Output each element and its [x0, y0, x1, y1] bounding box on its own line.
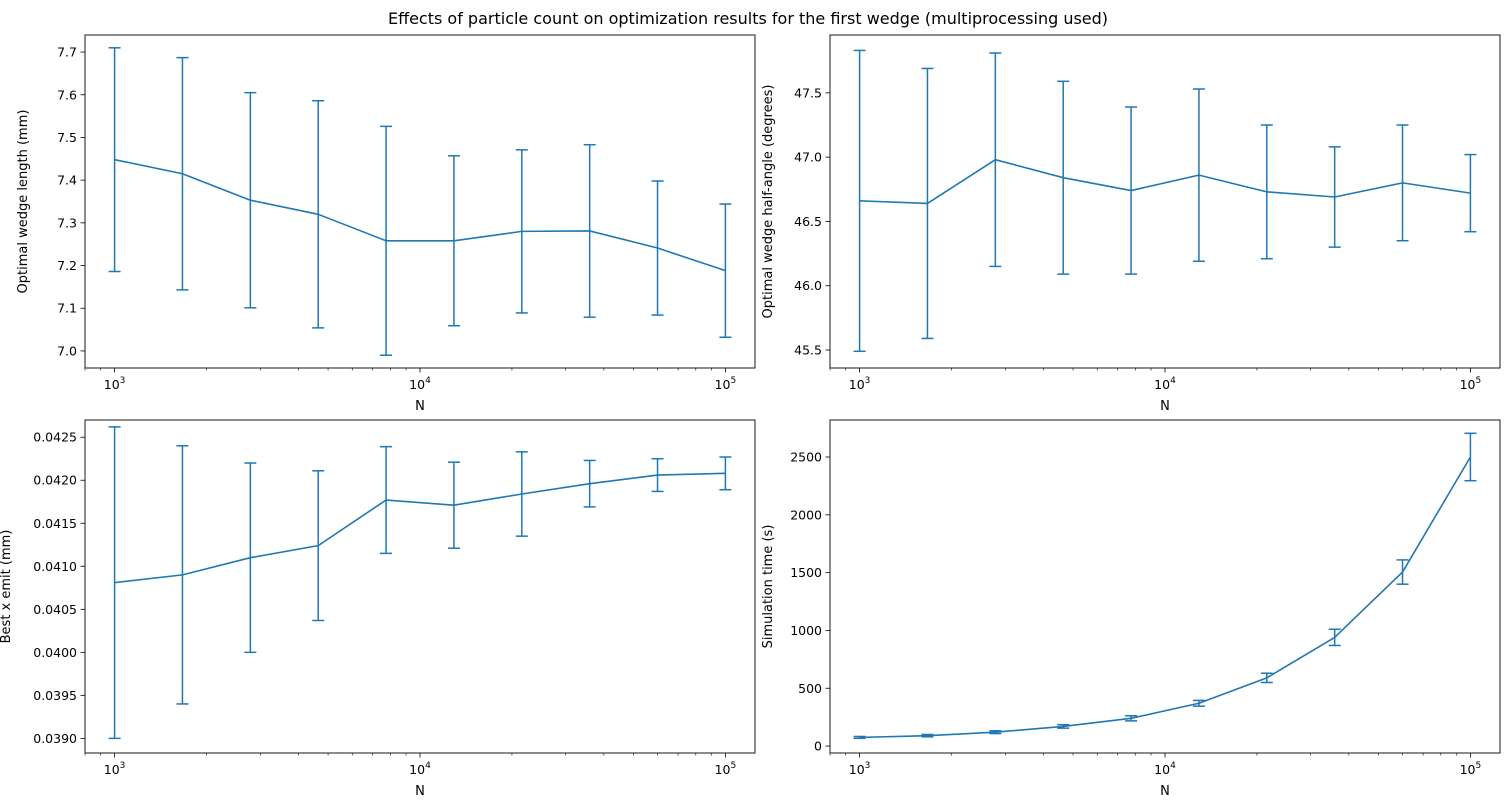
x-tick-label: 105	[1460, 376, 1482, 392]
error-bar	[719, 203, 732, 339]
y-tick-label: 1000	[790, 623, 822, 638]
y-tick-label: 46.5	[794, 214, 822, 229]
y-tick-label: 0.0410	[33, 559, 77, 574]
y-tick-label: 47.0	[794, 150, 822, 165]
error-bar	[853, 49, 866, 353]
y-tick-label: 7.6	[57, 87, 77, 102]
series-line	[859, 456, 1472, 739]
axes-frame	[84, 34, 756, 369]
y-tick-label: 7.5	[57, 130, 77, 145]
y-tick-label: 0.0415	[33, 516, 77, 531]
y-tick-label: 1500	[790, 565, 822, 580]
x-tick-label: 103	[849, 761, 871, 777]
error-bar	[1464, 153, 1477, 233]
x-tick-label: 104	[1154, 376, 1176, 392]
series-line	[859, 158, 1471, 205]
error-bar	[1464, 432, 1477, 482]
subplot-4: 103 104 105 0 500 1000 1500 2000 2500 N Simulation…	[761, 419, 1501, 799]
y-tick-label: 0.0425	[33, 430, 77, 445]
x-tick-label: 103	[849, 376, 871, 392]
y-tick-label: 7.2	[57, 258, 77, 273]
x-axis-label: N	[415, 399, 425, 414]
y-tick-label: 0.0420	[33, 473, 77, 488]
x-tick-label: 104	[409, 761, 431, 777]
series-line	[114, 158, 726, 272]
error-bar	[719, 456, 732, 491]
x-tick-label: 105	[715, 376, 737, 392]
x-axis-label: N	[1160, 399, 1170, 414]
subplot-3: 103 104 105 0.0390 0.0395 0.0400 0.0405 0.0410 0…	[0, 419, 756, 799]
y-axis-label: Optimal wedge half-angle (degrees)	[761, 85, 776, 319]
y-tick-label: 2000	[790, 507, 822, 522]
subplot-2: 103 104 105 45.5 46.0 46.5 47.0 47.5 N Optimal we…	[761, 34, 1501, 414]
x-tick-label: 103	[104, 761, 126, 777]
error-bar	[108, 426, 121, 740]
y-tick-label: 7.4	[57, 173, 77, 188]
y-tick-label: 47.5	[794, 85, 822, 100]
y-tick-label: 0.0400	[33, 645, 77, 660]
x-axis-label: N	[415, 784, 425, 799]
subplot-1: 103 104 105 7.0 7.1 7.2 7.3 7.4 7.5 7.6 7.7 N Optima…	[16, 34, 756, 414]
x-tick-label: 104	[409, 376, 431, 392]
y-tick-label: 2500	[790, 450, 822, 465]
y-tick-label: 0.0405	[33, 602, 77, 617]
y-tick-label: 46.0	[794, 278, 822, 293]
axes-frame	[829, 34, 1501, 369]
x-axis-label: N	[1160, 784, 1170, 799]
y-tick-label: 45.5	[794, 343, 822, 358]
y-tick-label: 0	[814, 739, 822, 754]
y-axis-label: Optimal wedge length (mm)	[16, 110, 31, 294]
axes-frame	[829, 419, 1501, 754]
y-tick-label: 7.3	[57, 215, 77, 230]
x-tick-label: 105	[715, 761, 737, 777]
x-tick-label: 103	[104, 376, 126, 392]
y-axis-label: Best x emit (mm)	[0, 530, 14, 644]
axes-frame	[84, 419, 756, 754]
figure-title: Effects of particle count on optimizatio…	[388, 9, 1108, 28]
y-tick-label: 0.0395	[33, 688, 77, 703]
series-line	[114, 472, 726, 584]
y-tick-label: 7.1	[57, 301, 77, 316]
x-tick-label: 105	[1460, 761, 1482, 777]
y-axis-label: Simulation time (s)	[761, 525, 776, 649]
x-tick-label: 104	[1154, 761, 1176, 777]
error-bar	[108, 47, 121, 273]
y-tick-label: 7.0	[57, 343, 77, 358]
y-tick-label: 7.7	[57, 45, 77, 60]
y-tick-label: 500	[798, 681, 822, 696]
y-tick-label: 0.0390	[33, 731, 77, 746]
